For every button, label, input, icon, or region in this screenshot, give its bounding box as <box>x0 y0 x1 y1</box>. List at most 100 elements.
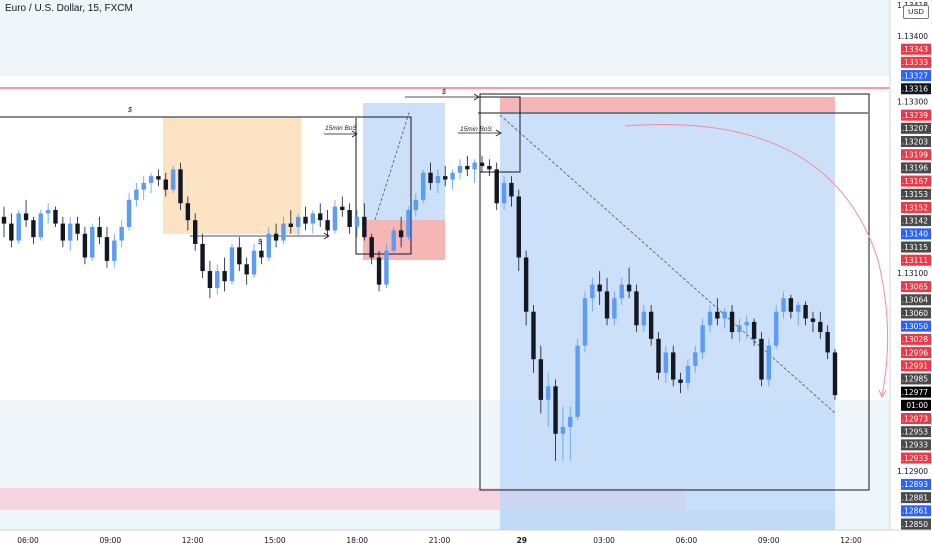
currency-button[interactable]: USD <box>903 5 929 19</box>
candle-body <box>112 240 117 261</box>
price-label-bg <box>901 215 931 227</box>
candle-body <box>141 182 146 190</box>
price-label: 1.12933 <box>897 441 928 450</box>
candle-body <box>663 352 669 373</box>
candle-body <box>38 213 43 238</box>
dollar-label-top: $ <box>127 107 132 114</box>
candle-body <box>553 386 558 434</box>
price-label-bg <box>901 136 931 148</box>
price-label-bg <box>901 43 931 55</box>
candle-body <box>523 257 529 312</box>
candle-body <box>568 416 573 427</box>
price-label-bg <box>901 412 931 424</box>
price-label-bg <box>901 162 931 174</box>
candle-body <box>744 321 749 326</box>
candle-body <box>288 223 294 227</box>
candle-body <box>781 298 786 312</box>
candle-body <box>156 176 161 180</box>
price-label-bg <box>901 149 931 161</box>
price-label-bg <box>901 360 931 372</box>
price-label: 1.13064 <box>897 296 928 305</box>
price-label: 1.13300 <box>897 98 928 107</box>
arrow-dollar-mid <box>405 93 480 101</box>
candle-body <box>9 223 14 241</box>
price-label: 1.13400 <box>897 32 928 41</box>
candle-body <box>318 213 323 221</box>
candle-body <box>796 304 801 312</box>
candle-body <box>303 216 308 224</box>
time-label: 09:00 <box>758 536 780 545</box>
dashed-trend-left <box>374 109 411 221</box>
candle-body <box>715 311 720 319</box>
price-label: 1.13153 <box>897 190 928 199</box>
candle-body <box>332 206 338 231</box>
candle-body <box>273 233 279 241</box>
price-label-bg <box>901 386 931 398</box>
candle-body <box>612 298 617 319</box>
price-label-bg <box>901 228 931 240</box>
price-label-bg <box>901 294 931 306</box>
candle-body <box>354 216 360 227</box>
blue-zone-left <box>363 103 445 220</box>
candle-body <box>134 189 139 200</box>
orange-zone <box>163 117 301 234</box>
price-label: 1.13028 <box>897 335 928 344</box>
price-label-bg <box>901 254 931 266</box>
price-label: 1.12996 <box>897 348 928 357</box>
price-label: 1.13316 <box>897 85 928 94</box>
candle-body <box>729 311 735 333</box>
candle-body <box>259 250 264 258</box>
candle-body <box>472 162 477 170</box>
candle-body <box>185 203 191 221</box>
price-label-bg <box>901 518 931 530</box>
candle-body <box>641 311 646 326</box>
price-label-bg <box>901 281 931 293</box>
time-label: 15:00 <box>264 536 286 545</box>
candle-body <box>766 345 772 380</box>
candle-body <box>759 338 764 380</box>
price-label: 1.13152 <box>897 203 928 212</box>
candle-body <box>560 426 566 434</box>
candle-body <box>16 213 21 241</box>
candle-body <box>700 325 705 353</box>
arrow-bos-left <box>324 130 358 138</box>
price-label: 1.13239 <box>897 111 928 120</box>
price-label: 1.12881 <box>897 493 928 502</box>
candle-body <box>825 332 830 353</box>
price-label-bg <box>901 122 931 134</box>
candle-body <box>229 247 235 282</box>
candle-body <box>119 226 124 241</box>
candle-body <box>597 284 602 292</box>
price-label-bg <box>901 320 931 332</box>
candle-body <box>295 216 301 227</box>
candle-body <box>619 284 624 299</box>
projection-curve <box>624 123 889 396</box>
candle-body <box>60 223 66 241</box>
price-label: 1.13100 <box>897 269 928 278</box>
candle-body <box>751 321 757 339</box>
candle-body <box>82 233 88 258</box>
price-label: 1.12977 <box>897 388 928 397</box>
candle-body <box>685 365 691 383</box>
price-label-bg <box>901 505 931 517</box>
price-axis-labels: 1.134181.134001.133431.133331.133271.133… <box>897 1 931 530</box>
price-label: 1.12991 <box>897 362 928 371</box>
candle-body <box>604 291 610 319</box>
price-label: 1.12973 <box>897 414 928 423</box>
price-label-bg <box>901 188 931 200</box>
candle-body <box>340 206 345 211</box>
candle-body <box>435 176 441 183</box>
price-label: 1.12861 <box>897 507 928 516</box>
price-label: 1.13050 <box>897 322 928 331</box>
price-label-bg <box>901 56 931 68</box>
candle-body <box>656 338 661 373</box>
candle-body <box>832 352 838 396</box>
price-label: 1.13140 <box>897 230 928 239</box>
chart-title: Euro / U.S. Dollar, 15, FXCM <box>5 3 133 14</box>
candle-body <box>251 250 257 275</box>
candle-body <box>773 311 779 346</box>
top-shaded-band <box>0 0 890 76</box>
price-label-bg <box>901 478 931 490</box>
candle-body <box>818 321 823 333</box>
